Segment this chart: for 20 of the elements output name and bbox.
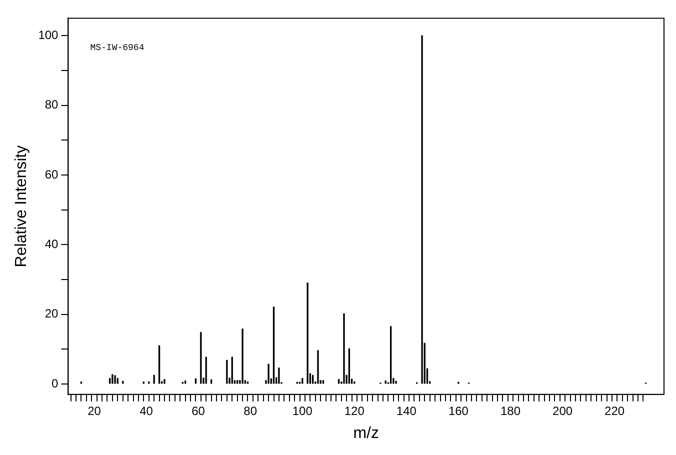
- y-tick-label: 0: [52, 376, 59, 390]
- y-tick-label: 20: [44, 306, 59, 321]
- y-tick-label: 80: [44, 98, 59, 112]
- x-tick-label: 220: [604, 404, 625, 418]
- x-tick-label: 160: [448, 404, 469, 418]
- x-tick-label: 120: [344, 404, 365, 418]
- x-tick-label: 100: [292, 404, 313, 418]
- y-axis-title: Relative Intensity: [13, 145, 30, 268]
- y-tick-label: 100: [38, 28, 59, 42]
- annotation: MS-IW-6964: [90, 43, 144, 54]
- y-tick-label: 40: [44, 236, 59, 251]
- x-tick-label: 180: [500, 404, 521, 418]
- x-tick-label: 140: [396, 404, 417, 418]
- x-tick-label: 20: [88, 404, 102, 418]
- x-tick-label: 40: [140, 404, 154, 418]
- x-tick-label: 200: [552, 404, 573, 418]
- y-tick-label: 60: [44, 167, 59, 182]
- x-tick-label: 80: [244, 404, 258, 418]
- x-axis-title: m/z: [353, 424, 379, 442]
- x-tick-label: 60: [192, 404, 206, 418]
